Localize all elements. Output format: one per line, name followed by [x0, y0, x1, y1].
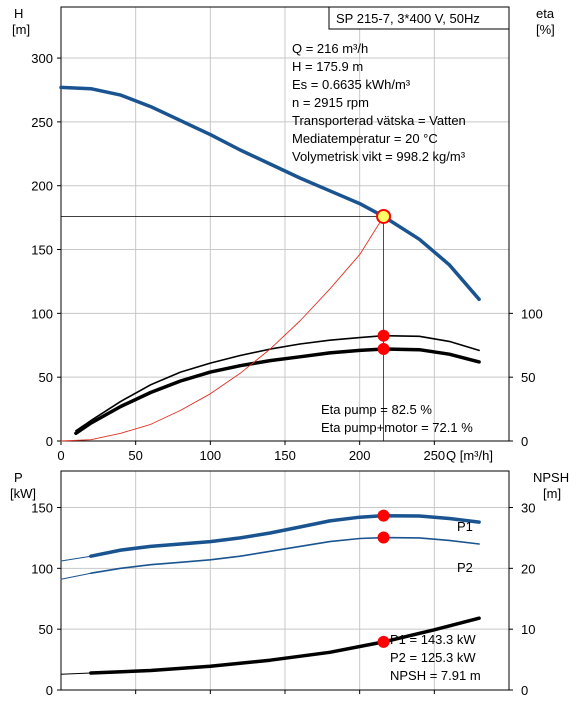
series-P2 — [90, 536, 480, 574]
power-point-0 — [377, 509, 390, 522]
y2-tick-label: 100 — [521, 306, 543, 321]
bottom-y2-axis-label: NPSH — [533, 470, 569, 485]
info-line: Mediatemperatur = 20 °C — [292, 131, 438, 146]
top-y2-axis-label: eta — [536, 6, 555, 21]
top-grid — [61, 7, 509, 441]
head-efficiency-chart: 0 50 100 150 200 250050100150200250300050100 … — [12, 6, 555, 463]
legend-p2: P2 — [457, 560, 473, 575]
x-tick-label: 150 — [274, 448, 296, 463]
series-P1 — [89, 513, 481, 558]
x-tick-label: 50 — [128, 448, 142, 463]
series-head-extension — [60, 86, 92, 90]
info-line: Es = 0.6635 kWh/m³ — [292, 77, 411, 92]
power-info-line: P1 = 143.3 kW — [390, 632, 476, 647]
top-points — [376, 208, 392, 355]
chart-title: SP 215-7, 3*400 V, 50Hz — [336, 11, 480, 26]
y2-tick-label: 50 — [521, 370, 535, 385]
power-info-line: P2 = 125.3 kW — [390, 650, 476, 665]
x-axis-label: Q [m³/h] — [446, 448, 493, 463]
series-P2-extension — [60, 572, 92, 580]
top-y-axis-unit: [m] — [12, 22, 30, 37]
info-line: n = 2915 rpm — [292, 95, 369, 110]
efficiency-point-1 — [377, 342, 390, 355]
y-tick-label: 300 — [31, 51, 53, 66]
eta-line: Eta pump+motor = 72.1 % — [321, 420, 473, 435]
bottom-y2-axis-unit: [m] — [543, 486, 561, 501]
power-info-line: NPSH = 7.91 m — [390, 668, 481, 683]
y-tick-label: 200 — [31, 179, 53, 194]
x-tick-label: 200 — [349, 448, 371, 463]
bottom-y-tick-label: 0 — [46, 683, 53, 698]
series-NPSH — [89, 616, 481, 675]
bottom-y2-tick-label: 10 — [521, 622, 535, 637]
y-tick-label: 250 — [31, 115, 53, 130]
series-head — [59, 85, 481, 302]
series-NPSH-extension — [60, 672, 92, 675]
bottom-y-tick-label: 150 — [31, 501, 53, 516]
series-eta-extension — [75, 420, 92, 432]
bottom-y2-tick-label: 20 — [521, 561, 535, 576]
power-info: P1 = 143.3 kW P2 = 125.3 kW NPSH = 7.91 m — [390, 632, 481, 683]
y2-tick-label: 0 — [521, 434, 528, 449]
series-P1-extension — [60, 555, 92, 562]
y-tick-label: 150 — [31, 243, 53, 258]
series-eta-pump-motor — [74, 347, 481, 436]
top-ticks: 0 50 100 150 200 250 0 50 100 150 200 250 300 0 50 100 — [31, 51, 542, 463]
power-point-2 — [377, 635, 390, 648]
legend-p1: P1 — [457, 519, 473, 534]
bottom-ticks: 0 50 100 150 0 10 20 30 — [31, 501, 535, 699]
efficiency-info: Eta pump = 82.5 % Eta pump+motor = 72.1 % — [321, 402, 473, 435]
top-series — [59, 85, 481, 442]
bottom-y-axis-label: P — [14, 470, 23, 485]
bottom-y-axis-unit: [kW] — [10, 486, 36, 501]
bottom-y-tick-label: 50 — [39, 622, 53, 637]
top-y2-axis-unit: [%] — [536, 22, 555, 37]
bottom-y2-tick-label: 30 — [521, 501, 535, 516]
bottom-y2-tick-label: 0 — [521, 683, 528, 698]
power-point-1 — [377, 531, 390, 544]
x-tick-label: 100 — [199, 448, 221, 463]
bottom-y-tick-label: 100 — [31, 561, 53, 576]
power-npsh-chart: 0 50 100 150 0 10 20 30 P [kW] NPSH [m] P1 P2 P… — [10, 470, 569, 698]
x-tick-label: 250 — [423, 448, 445, 463]
info-line: Transporterad vätska = Vatten — [292, 113, 466, 128]
y-tick-label: 0 — [46, 434, 53, 449]
y-tick-label: 100 — [31, 306, 53, 321]
bottom-series — [60, 513, 481, 675]
info-line: Volymetrisk vikt = 998.2 kg/m³ — [292, 149, 466, 164]
eta-line: Eta pump = 82.5 % — [321, 402, 432, 417]
operating-info: Q = 216 m³/h H = 175.9 m Es = 0.6635 kWh/m… — [292, 41, 466, 164]
bottom-points — [377, 509, 390, 648]
duty-point-marker — [376, 208, 392, 224]
y-tick-label: 50 — [39, 370, 53, 385]
bottom-grid — [61, 471, 509, 690]
info-line: H = 175.9 m — [292, 59, 363, 74]
title-box — [328, 6, 510, 30]
series-system-curve — [60, 216, 385, 442]
efficiency-point-0 — [377, 329, 390, 342]
info-line: Q = 216 m³/h — [292, 41, 368, 56]
top-y-axis-label: H — [14, 6, 23, 21]
x-tick-label: 0 — [57, 448, 64, 463]
